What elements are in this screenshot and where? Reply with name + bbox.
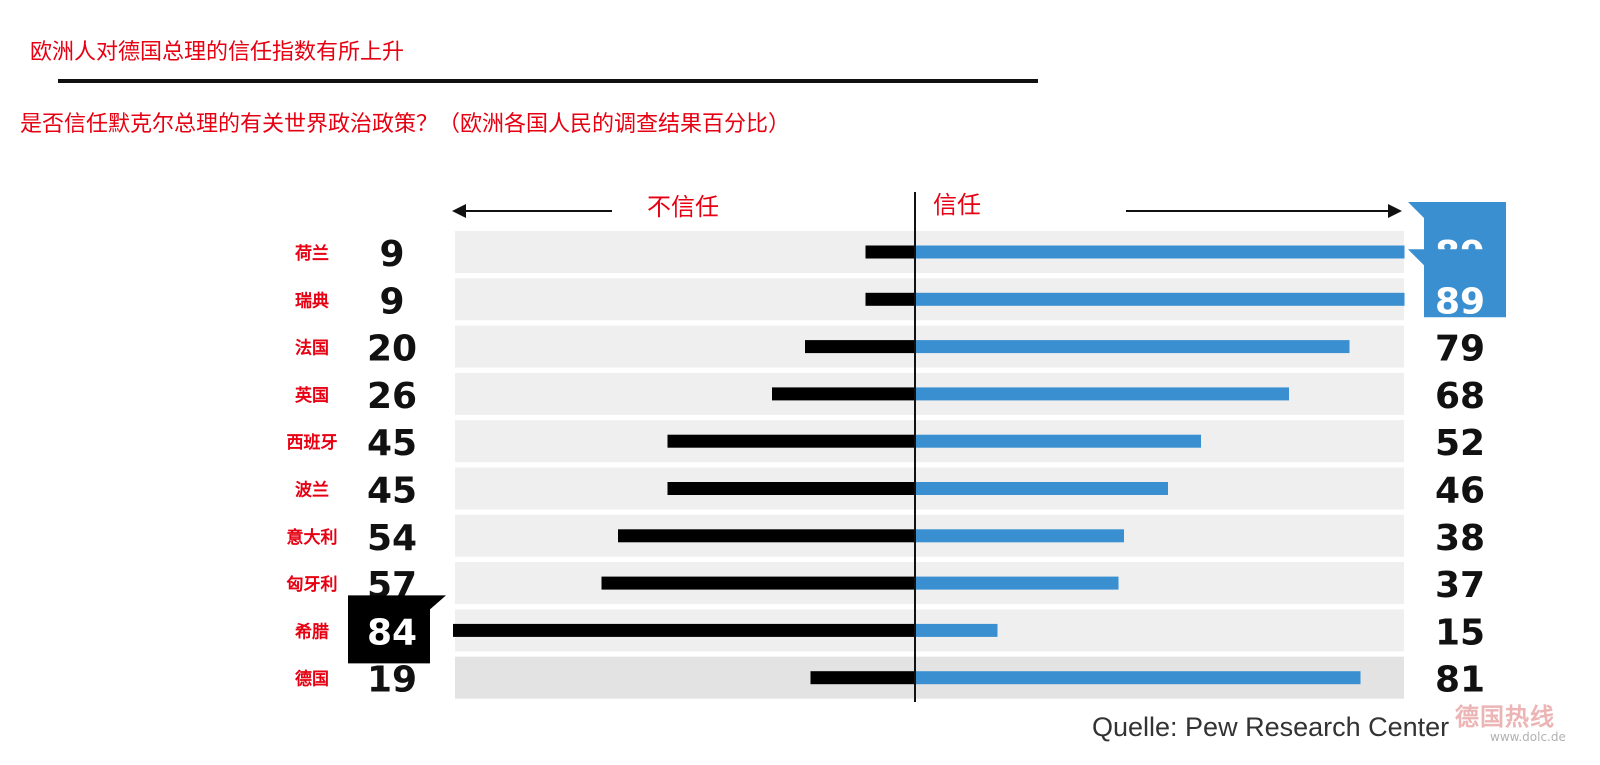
distrust-value-label: 45 (367, 471, 417, 512)
distrust-bar (667, 434, 915, 448)
trust-bar (915, 292, 1405, 306)
country-label: 英国 (295, 385, 329, 406)
right-axis-label: 信任 (933, 191, 981, 219)
trust-arrowhead (1388, 204, 1402, 218)
trust-value-label: 81 (1435, 660, 1485, 701)
chart-subtitle: 是否信任默克尔总理的有关世界政治政策？（欧洲各国人民的调查结果百分比） (20, 112, 791, 137)
country-label: 希腊 (295, 621, 329, 642)
watermark-url: www.dolc.de (1490, 730, 1566, 744)
distrust-bar (772, 387, 915, 401)
trust-bar (915, 340, 1350, 354)
distrust-bar (453, 623, 915, 637)
trust-bar (915, 482, 1168, 495)
trust-bar (915, 387, 1289, 401)
distrust-arrowhead (452, 204, 466, 218)
country-label: 波兰 (295, 480, 329, 501)
distrust-bar (810, 671, 915, 685)
bars (453, 192, 1405, 702)
trust-bar (915, 623, 998, 637)
distrust-value-label: 54 (367, 518, 417, 559)
country-label: 西班牙 (287, 433, 338, 453)
trust-value-label: 37 (1435, 565, 1485, 606)
distrust-bar (618, 529, 915, 543)
distrust-value-label: 9 (379, 281, 404, 322)
country-label: 意大利 (287, 527, 338, 548)
distrust-value-label: 19 (367, 660, 417, 701)
trust-value-label: 15 (1435, 612, 1485, 653)
trust-bar (915, 576, 1119, 590)
trust-bar (915, 671, 1361, 685)
trust-value-label: 89 (1435, 281, 1485, 322)
distrust-value-label: 26 (367, 376, 417, 417)
country-label: 瑞典 (295, 290, 329, 311)
watermark-logo: 德国热线 (1455, 703, 1555, 731)
direction-header: 不信任 信任 (452, 191, 1402, 221)
trust-bar (915, 529, 1124, 543)
trust-value-label: 52 (1435, 423, 1485, 464)
distrust-bar (865, 292, 915, 306)
trust-highlight-badge (1408, 249, 1506, 318)
country-label: 德国 (295, 669, 329, 690)
country-label: 荷兰 (295, 243, 329, 264)
distrust-value-label: 9 (379, 234, 404, 275)
distrust-bar (601, 576, 915, 590)
trust-bar (915, 245, 1405, 259)
distrust-value-label: 84 (367, 612, 417, 653)
distrust-bar (805, 340, 915, 354)
trust-value-label: 38 (1435, 518, 1485, 559)
distrust-bar (667, 482, 915, 495)
trust-value-label: 68 (1435, 376, 1485, 417)
distrust-highlight-badge (348, 595, 446, 664)
source-note: Quelle: Pew Research Center (1092, 712, 1450, 742)
labels: 荷兰989瑞典989法国2079英国2668西班牙4552波兰4546意大利54… (286, 202, 1506, 701)
trust-value-label: 46 (1435, 471, 1485, 512)
trust-bar (915, 434, 1201, 448)
distrust-value-label: 20 (367, 329, 417, 370)
country-label: 法国 (295, 338, 329, 359)
distrust-value-label: 45 (367, 423, 417, 464)
left-axis-label: 不信任 (647, 193, 719, 221)
chart-title: 欧洲人对德国总理的信任指数有所上升 (30, 40, 405, 65)
country-label: 匈牙利 (286, 574, 338, 595)
trust-value-label: 79 (1435, 329, 1485, 370)
distrust-bar (865, 245, 915, 259)
title-divider (58, 79, 1038, 83)
